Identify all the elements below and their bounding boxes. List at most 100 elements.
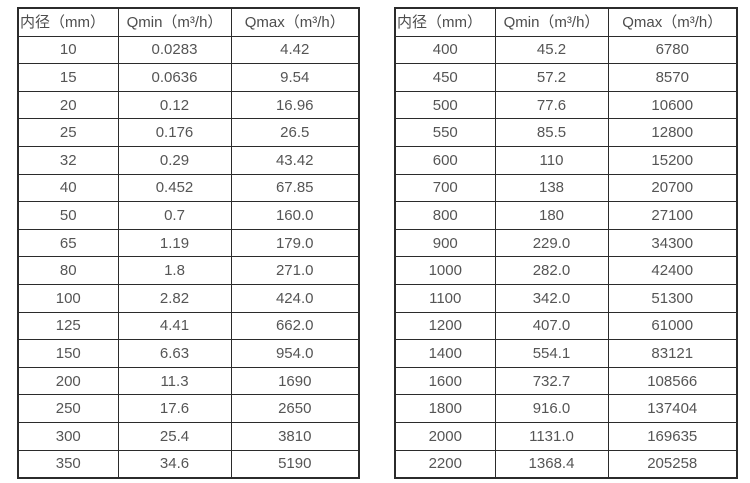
qmax-cell: 26.5: [230, 118, 360, 147]
table-row: 1800 916.0 137404: [394, 394, 738, 423]
table-row: 1400 554.1 83121: [394, 339, 738, 368]
qmin-cell: 0.0636: [117, 63, 232, 92]
qmax-cell: 160.0: [230, 201, 360, 230]
table-row: 400 45.2 6780: [394, 35, 738, 65]
qmin-header: Qmin（m³/h）: [117, 7, 232, 37]
qmax-cell: 2650: [230, 394, 360, 423]
qmax-header: Qmax（m³/h）: [607, 7, 738, 37]
table-row: 350 34.6 5190: [17, 449, 360, 479]
table-row: 65 1.19 179.0: [17, 228, 360, 258]
qmin-cell: 1131.0: [494, 421, 609, 451]
qmax-cell: 83121: [607, 339, 738, 368]
qmax-cell: 8570: [607, 63, 738, 92]
diameter-cell: 125: [17, 311, 119, 341]
qmin-cell: 2.82: [117, 283, 232, 313]
qmin-cell: 85.5: [494, 118, 609, 147]
diameter-cell: 15: [17, 63, 119, 92]
qmax-cell: 3810: [230, 421, 360, 451]
qmax-cell: 61000: [607, 311, 738, 341]
table-row: 800 180 27100: [394, 201, 738, 230]
qmin-cell: 1368.4: [494, 449, 609, 479]
diameter-header: 内径（mm）: [17, 7, 119, 37]
qmax-cell: 6780: [607, 35, 738, 65]
qmin-cell: 282.0: [494, 256, 609, 285]
qmax-cell: 205258: [607, 449, 738, 479]
diameter-cell: 10: [17, 35, 119, 65]
table-row: 250 17.6 2650: [17, 394, 360, 423]
qmin-header: Qmin（m³/h）: [494, 7, 609, 37]
flow-range-table-large-diameters: 内径（mm） Qmin（m³/h） Qmax（m³/h） 400 45.2 6780 450…: [394, 7, 738, 480]
table-row: 15 0.0636 9.54: [17, 63, 360, 92]
table-row: 25 0.176 26.5: [17, 118, 360, 147]
qmin-cell: 229.0: [494, 228, 609, 258]
table-row: 2000 1131.0 169635: [394, 421, 738, 451]
qmin-cell: 0.0283: [117, 35, 232, 65]
table-row: 125 4.41 662.0: [17, 311, 360, 341]
diameter-cell: 350: [17, 449, 119, 479]
diameter-cell: 80: [17, 256, 119, 285]
qmax-cell: 1690: [230, 366, 360, 396]
diameter-header: 内径（mm）: [394, 7, 496, 37]
qmax-cell: 9.54: [230, 63, 360, 92]
diameter-cell: 2200: [394, 449, 496, 479]
diameter-cell: 2000: [394, 421, 496, 451]
qmax-cell: 662.0: [230, 311, 360, 341]
table-row: 600 110 15200: [394, 145, 738, 175]
diameter-cell: 550: [394, 118, 496, 147]
diameter-cell: 200: [17, 366, 119, 396]
diameter-cell: 150: [17, 339, 119, 368]
qmax-cell: 67.85: [230, 173, 360, 203]
diameter-cell: 500: [394, 90, 496, 120]
qmax-cell: 15200: [607, 145, 738, 175]
diameter-cell: 25: [17, 118, 119, 147]
table-row: 32 0.29 43.42: [17, 145, 360, 175]
header-row: 内径（mm） Qmin（m³/h） Qmax（m³/h）: [17, 7, 360, 37]
diameter-cell: 900: [394, 228, 496, 258]
table-row: 900 229.0 34300: [394, 228, 738, 258]
qmin-cell: 17.6: [117, 394, 232, 423]
table-row: 50 0.7 160.0: [17, 201, 360, 230]
table-row: 2200 1368.4 205258: [394, 449, 738, 479]
diameter-cell: 50: [17, 201, 119, 230]
qmin-cell: 0.452: [117, 173, 232, 203]
qmax-header: Qmax（m³/h）: [230, 7, 360, 37]
diameter-cell: 1400: [394, 339, 496, 368]
qmax-cell: 271.0: [230, 256, 360, 285]
qmax-cell: 42400: [607, 256, 738, 285]
qmax-cell: 27100: [607, 201, 738, 230]
qmin-cell: 554.1: [494, 339, 609, 368]
qmin-cell: 407.0: [494, 311, 609, 341]
qmin-cell: 4.41: [117, 311, 232, 341]
flow-range-table-small-diameters: 内径（mm） Qmin（m³/h） Qmax（m³/h） 10 0.0283 4.42 15…: [17, 7, 360, 480]
diameter-cell: 700: [394, 173, 496, 203]
qmax-cell: 4.42: [230, 35, 360, 65]
qmax-cell: 51300: [607, 283, 738, 313]
table-row: 1100 342.0 51300: [394, 283, 738, 313]
qmin-cell: 180: [494, 201, 609, 230]
table-row: 100 2.82 424.0: [17, 283, 360, 313]
qmin-cell: 11.3: [117, 366, 232, 396]
table-row: 700 138 20700: [394, 173, 738, 203]
qmax-cell: 10600: [607, 90, 738, 120]
table-row: 20 0.12 16.96: [17, 90, 360, 120]
qmin-cell: 77.6: [494, 90, 609, 120]
diameter-cell: 100: [17, 283, 119, 313]
table-row: 150 6.63 954.0: [17, 339, 360, 368]
qmax-cell: 169635: [607, 421, 738, 451]
qmax-cell: 5190: [230, 449, 360, 479]
qmin-cell: 1.19: [117, 228, 232, 258]
diameter-cell: 1100: [394, 283, 496, 313]
qmin-cell: 732.7: [494, 366, 609, 396]
diameter-cell: 450: [394, 63, 496, 92]
qmin-cell: 6.63: [117, 339, 232, 368]
qmin-cell: 0.29: [117, 145, 232, 175]
table-row: 1000 282.0 42400: [394, 256, 738, 285]
qmin-cell: 0.7: [117, 201, 232, 230]
diameter-cell: 800: [394, 201, 496, 230]
diameter-cell: 1600: [394, 366, 496, 396]
table-row: 550 85.5 12800: [394, 118, 738, 147]
table-row: 1200 407.0 61000: [394, 311, 738, 341]
qmax-cell: 43.42: [230, 145, 360, 175]
qmax-cell: 34300: [607, 228, 738, 258]
